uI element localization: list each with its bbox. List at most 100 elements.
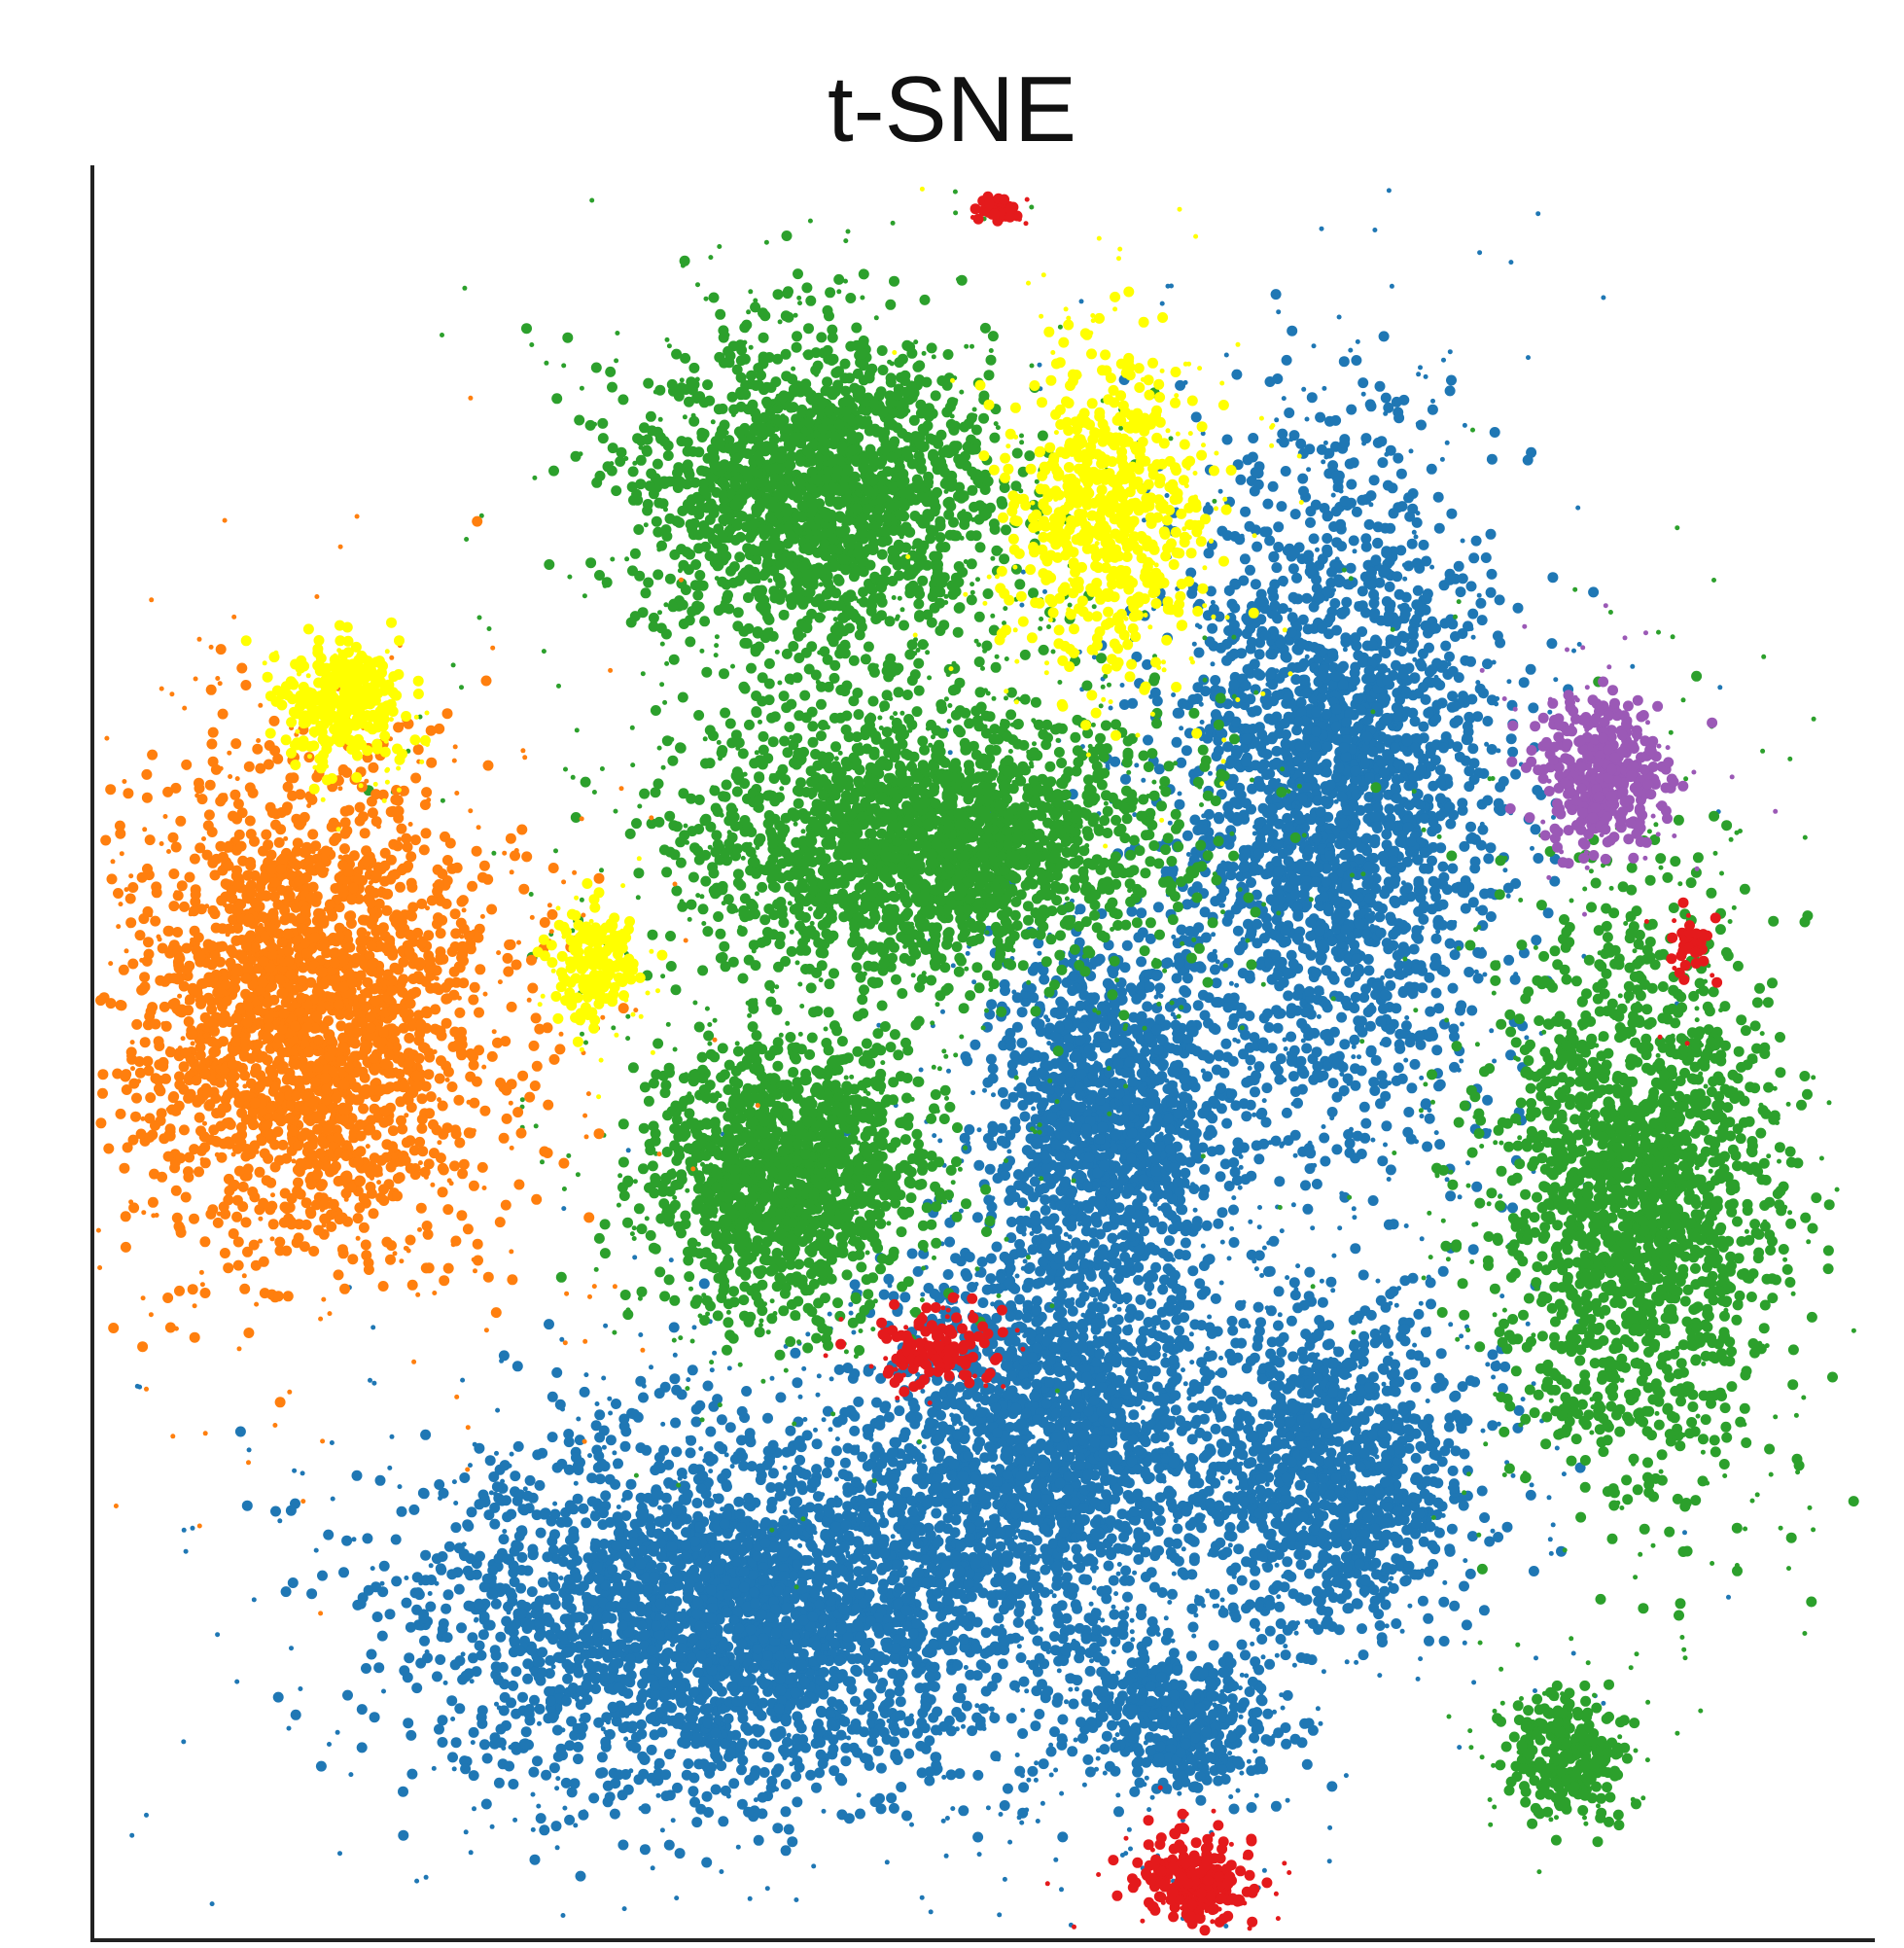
point [447,1752,458,1763]
point [676,1389,688,1400]
point [785,1425,796,1436]
point [652,1489,663,1501]
point [815,1675,827,1686]
point [864,1521,870,1527]
point [1223,1924,1229,1929]
point [671,1446,683,1458]
point [610,1478,621,1490]
point [315,1760,327,1772]
point [465,1570,476,1581]
point [874,1665,880,1671]
point [1115,1571,1121,1576]
point [701,1686,713,1698]
point [814,1767,826,1779]
point [890,1725,901,1736]
point [490,1661,502,1673]
point [1123,1851,1129,1857]
point [928,1638,939,1649]
point [378,1560,390,1572]
point [904,1539,910,1544]
point [1128,1846,1133,1852]
point [1111,1353,1123,1364]
point [981,1489,987,1495]
point [967,1725,978,1737]
point [1000,1635,1011,1647]
point [396,1505,407,1517]
point [891,1436,902,1448]
point [622,1687,634,1699]
point [842,1442,854,1454]
point [558,1576,564,1581]
point [1112,1314,1124,1326]
point [881,1642,893,1653]
point [1257,1205,1262,1210]
point [883,1622,895,1634]
point [1040,1564,1051,1576]
point [1120,1565,1132,1576]
point [890,1534,896,1540]
point [783,1647,794,1659]
point [814,1579,820,1585]
point [738,1566,750,1577]
point [630,1742,642,1753]
point [824,1457,835,1469]
point [723,1452,729,1458]
point [712,1681,723,1692]
point [1285,1797,1290,1803]
point [571,1452,582,1464]
point [1042,1505,1054,1516]
point [974,1716,986,1727]
point [1209,1588,1220,1600]
point [522,1673,534,1684]
point [371,1380,377,1386]
point [883,1696,895,1708]
point [1211,932,1216,938]
point [1041,1398,1052,1409]
point [731,1695,743,1707]
point [446,1569,458,1580]
point [1014,1753,1020,1757]
point [859,1726,870,1738]
point [534,1617,545,1629]
point [573,1753,583,1765]
point [1188,1331,1194,1337]
point [468,1652,478,1664]
point [692,1667,704,1679]
point [649,1729,660,1741]
point [743,1492,755,1504]
point [683,1758,694,1769]
point [667,1619,679,1631]
point [317,1570,328,1581]
point [528,1503,534,1508]
point [1193,1477,1205,1489]
point [1019,1730,1025,1736]
point [649,1572,660,1582]
point [620,1497,626,1503]
point [954,1768,966,1780]
point [313,1547,319,1553]
point [327,1742,332,1747]
point [907,1628,919,1640]
point [1074,1622,1085,1634]
point [735,1522,747,1533]
point [869,1498,875,1503]
point [767,1468,779,1479]
point [1108,1343,1119,1354]
point [624,1653,636,1665]
point [475,1550,485,1562]
point [563,1464,575,1475]
point [737,1713,749,1724]
point [1191,1633,1197,1639]
point [914,1682,926,1694]
point [661,1504,673,1515]
point [839,1457,851,1469]
point [752,1644,763,1655]
point [554,1399,566,1410]
point [850,1664,862,1676]
point [942,1607,948,1612]
point [508,1680,519,1691]
point [691,1609,703,1620]
point [884,1859,890,1865]
point [519,1738,531,1750]
